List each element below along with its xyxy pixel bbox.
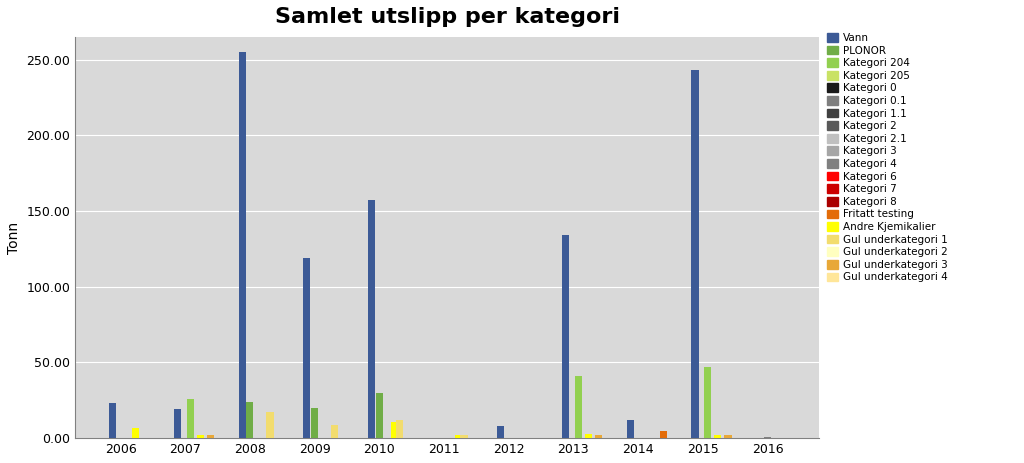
Bar xyxy=(376,393,383,438)
Bar xyxy=(266,413,273,438)
Bar xyxy=(562,235,569,438)
Bar xyxy=(575,376,582,438)
Y-axis label: Tonn: Tonn xyxy=(7,221,20,254)
Title: Samlet utslipp per kategori: Samlet utslipp per kategori xyxy=(274,7,620,27)
Bar xyxy=(627,420,634,438)
Bar xyxy=(461,435,468,438)
Bar xyxy=(207,435,214,438)
Legend: Vann, PLONOR, Kategori 204, Kategori 205, Kategori 0, Kategori 0.1, Kategori 1.1: Vann, PLONOR, Kategori 204, Kategori 205… xyxy=(823,29,951,287)
Bar xyxy=(691,70,698,438)
Bar xyxy=(174,409,181,438)
Bar xyxy=(132,428,139,438)
Bar xyxy=(659,431,667,438)
Bar xyxy=(247,402,254,438)
Bar xyxy=(714,435,721,438)
Bar xyxy=(186,399,194,438)
Bar xyxy=(303,258,310,438)
Bar xyxy=(456,435,463,438)
Bar xyxy=(110,403,117,438)
Bar xyxy=(311,408,318,438)
Bar xyxy=(396,420,402,438)
Bar xyxy=(239,52,246,438)
Bar xyxy=(331,425,338,438)
Bar xyxy=(498,426,505,438)
Bar xyxy=(585,434,592,438)
Bar xyxy=(724,435,731,438)
Bar xyxy=(197,435,204,438)
Bar xyxy=(368,200,375,438)
Bar xyxy=(390,421,397,438)
Bar xyxy=(595,435,602,438)
Bar xyxy=(705,367,712,438)
